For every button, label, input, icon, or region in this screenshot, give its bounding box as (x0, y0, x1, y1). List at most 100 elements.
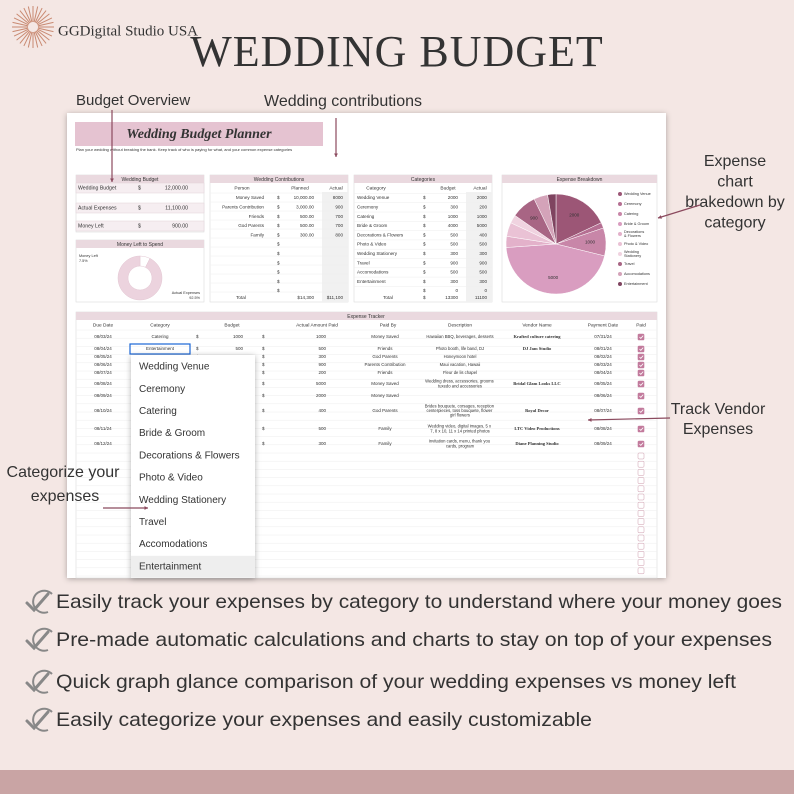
logo-ray (19, 30, 31, 44)
actual: 700 (335, 223, 343, 228)
dropdown-option: Decorations & Flowers (139, 450, 240, 461)
category-budget: 300 (450, 251, 458, 256)
column-header: Person (234, 185, 250, 191)
panel-header (76, 312, 657, 320)
payment-date: 08/07/24 (594, 408, 612, 413)
bottom-band (0, 770, 794, 794)
currency: $ (196, 346, 199, 351)
arrow-head (658, 215, 662, 219)
checkbox (637, 510, 645, 517)
currency: $ (423, 295, 426, 300)
budget-label: Actual Expenses (78, 205, 117, 211)
currency: $ (138, 185, 141, 191)
checkmark (639, 427, 644, 432)
dropdown-option: Travel (139, 517, 166, 528)
actual: 700 (335, 214, 343, 219)
paid-by: Money Saved (371, 393, 399, 398)
budget-amount: 12,000.00 (165, 185, 188, 191)
category-actual: 900 (479, 260, 487, 265)
total-label: Total (383, 295, 393, 300)
actual-cell: 1000 (316, 334, 327, 339)
currency: $ (262, 393, 265, 398)
category-budget: 300 (450, 205, 458, 210)
checkbox (637, 567, 645, 575)
actual: 800 (335, 232, 343, 237)
actual-cell: 300 (318, 441, 326, 446)
checkbox (637, 469, 645, 476)
callout: brakedown by (685, 194, 785, 211)
actual-cell: 300 (318, 354, 326, 359)
currency: $ (262, 362, 265, 367)
donut-label: Actual Expenses (172, 291, 200, 295)
callout: Track Vendor (671, 401, 766, 418)
currency: $ (277, 288, 280, 293)
paid-by: Money Saved (371, 381, 399, 386)
checkbox (637, 501, 645, 509)
checkbox (637, 361, 645, 369)
logo-ray (13, 28, 29, 37)
donut-value-label: 92.5% (189, 296, 200, 300)
sheet-banner (75, 122, 323, 146)
vendor: Royal Decor (525, 408, 549, 413)
dropdown-option: Bride & Groom (139, 428, 205, 439)
planned: 10,000.00 (294, 195, 315, 200)
logo-ray (35, 30, 47, 44)
legend-swatch (618, 232, 622, 236)
check-icon (25, 630, 50, 651)
currency: $ (277, 242, 280, 247)
category-budget: 500 (450, 270, 458, 275)
brand: GGDigital Studio USA (58, 23, 198, 39)
currency: $ (423, 195, 426, 200)
currency: $ (423, 270, 426, 275)
logo-ray (35, 10, 47, 24)
logo-ray (37, 28, 53, 37)
vendor: Diane Planning Studio (515, 441, 559, 446)
logo-ray (13, 17, 29, 26)
category-cell: Entertainment (146, 346, 175, 351)
currency: $ (262, 408, 265, 413)
check-icon (32, 669, 53, 694)
category-name: Wedding Stationery (357, 251, 398, 256)
description: Fleur de lis chapel (443, 370, 477, 375)
payment-date: 08/04/24 (594, 370, 612, 375)
logo-ray (19, 10, 31, 24)
category-actual: 500 (479, 242, 487, 247)
callout: Wedding contributions (264, 93, 422, 110)
column-header: Vendor Name (522, 322, 552, 328)
planned: 500.00 (300, 223, 314, 228)
budget-cell: 1000 (233, 334, 244, 339)
category-actual: 200 (479, 205, 487, 210)
currency: $ (262, 346, 265, 351)
category-budget: 300 (450, 279, 458, 284)
paid-by: Friends (377, 370, 393, 375)
check-icon (32, 589, 53, 614)
paid-by: God Parents (372, 408, 398, 413)
logo-ray (36, 29, 50, 41)
column-header: Actual (329, 185, 342, 191)
description: Hawaiian BBQ, beverages, desserts (426, 334, 493, 339)
currency: $ (262, 334, 265, 339)
dropdown (131, 355, 255, 578)
category-budget: 500 (450, 232, 458, 237)
sheet-title: Wedding Budget Planner (126, 127, 272, 142)
currency: $ (262, 441, 265, 446)
checkbox (637, 518, 645, 525)
total-label: Total (236, 295, 246, 300)
checkmark (639, 335, 644, 340)
currency: $ (196, 334, 199, 339)
actual: 8000 (333, 195, 344, 200)
currency: $ (423, 279, 426, 284)
person: Family (250, 232, 264, 237)
callout-arrow (657, 204, 701, 219)
logo-ray (34, 31, 43, 47)
legend-swatch (618, 212, 622, 216)
checkmark (639, 382, 644, 387)
paid-by: Family (378, 441, 392, 446)
logo-ray (34, 7, 43, 23)
dropdown-option: Wedding Stationery (139, 495, 226, 506)
category-budget: 500 (450, 242, 458, 247)
due-date: 08/12/24 (94, 441, 112, 446)
legend-swatch (618, 192, 622, 196)
category-actual: 500 (479, 270, 487, 275)
feature: Easily categorize your expenses and easi… (56, 709, 592, 731)
